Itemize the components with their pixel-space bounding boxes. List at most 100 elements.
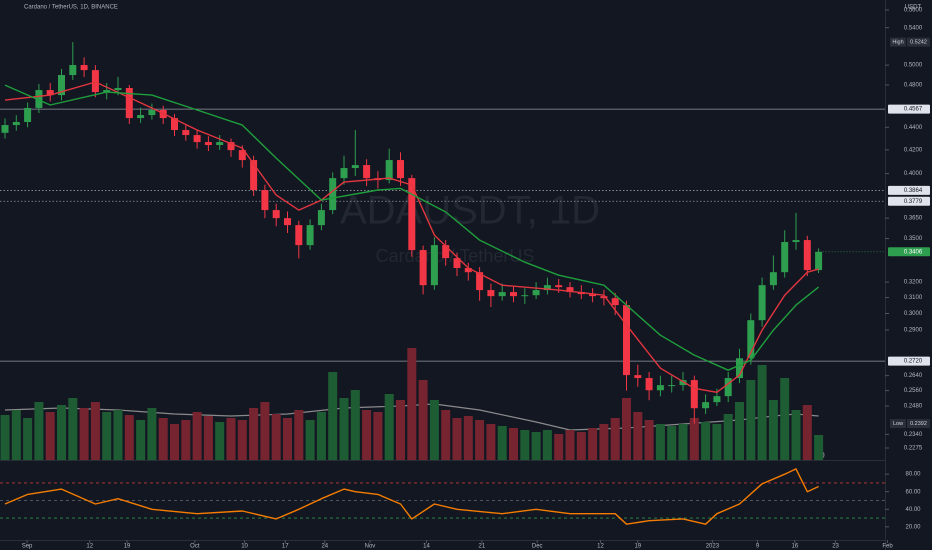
candle-body (171, 118, 178, 131)
marker-name: Low (893, 421, 903, 427)
volume-bar (655, 424, 665, 460)
candle-body (611, 298, 619, 306)
rsi-y-tick-label: 40.00 (905, 507, 921, 513)
candle-body (295, 225, 303, 246)
x-tick-label: 17 (282, 544, 289, 550)
watermark-symbol: ADAUSDT, 1D (340, 189, 600, 233)
candle-body (634, 375, 642, 379)
marker-name: High (892, 40, 903, 46)
candle-body (521, 295, 529, 297)
y-tick-label: 0.2275 (904, 446, 923, 452)
volume-bar (384, 394, 394, 460)
currency-label: USDT (905, 5, 922, 11)
x-tick-label: Dec (532, 544, 543, 550)
level-tag (888, 104, 930, 114)
candle-body (24, 107, 32, 122)
candle-body (250, 160, 258, 191)
candle-body (543, 285, 551, 291)
volume-bar (260, 402, 270, 460)
x-tick-label: 24 (321, 544, 328, 550)
candle-body (137, 115, 145, 119)
y-tick-label: 0.5400 (904, 25, 923, 31)
volume-bar (373, 412, 383, 460)
x-tick-label: 12 (597, 544, 604, 550)
volume-bar (735, 402, 744, 460)
x-tick-label: 14 (423, 544, 430, 550)
last-price-tag (888, 247, 930, 257)
candle-body (430, 245, 438, 286)
candle-body (408, 178, 416, 251)
volume-bar (362, 410, 372, 460)
volume-bar (475, 420, 485, 460)
volume-bar (531, 432, 541, 460)
candle-body (419, 250, 427, 286)
volume-bar (136, 420, 146, 460)
volume-bar (294, 410, 304, 460)
marker-name-tag (890, 419, 906, 429)
candle-body (306, 225, 314, 246)
x-tick-label: 10 (241, 544, 248, 550)
candle-body (589, 294, 597, 297)
candle-body (510, 292, 517, 297)
volume-bar (452, 418, 462, 460)
y-tick-label: 0.5000 (904, 63, 923, 69)
volume-bar (124, 415, 134, 460)
volume-bar (350, 390, 360, 460)
candle-body (555, 285, 563, 288)
marker-value-tag (907, 419, 930, 429)
candle-body (103, 90, 111, 93)
volume-bar (328, 372, 338, 460)
candle-body (69, 65, 77, 76)
rsi-y-tick-label: 80.00 (905, 472, 921, 478)
volume-bar (226, 418, 236, 460)
volume-bar (520, 430, 530, 460)
level-tag (888, 196, 930, 206)
candle-body (148, 110, 156, 116)
marker-value-tag (907, 37, 930, 47)
candle-body (600, 296, 608, 299)
volume-bar (497, 426, 507, 460)
candle-body (803, 240, 811, 271)
volume-bar (701, 422, 711, 460)
volume-bar (746, 380, 756, 460)
marker-value: 0.2392 (910, 421, 927, 427)
volume-bar (102, 412, 112, 460)
x-tick-label: 16 (792, 544, 799, 550)
volume-bar (554, 434, 564, 460)
back-layer (0, 108, 885, 519)
y-tick-label: 0.4200 (904, 147, 923, 153)
candle-body (272, 210, 280, 219)
y-tick-label: 0.4400 (904, 125, 923, 131)
candle-body (724, 378, 732, 397)
rsi-line (4, 468, 819, 525)
candle-body (58, 75, 65, 96)
candle-body (532, 290, 540, 296)
volume-bar (633, 412, 643, 460)
candle-body (645, 378, 653, 391)
ma-line (4, 81, 819, 393)
candle-body (397, 160, 404, 179)
volume-bar (407, 348, 417, 460)
candle-body (238, 150, 246, 161)
volume-bar (463, 416, 473, 460)
candle-body (736, 358, 743, 379)
volume-bar (802, 405, 812, 460)
volume-bar (542, 430, 552, 460)
volume-bar (237, 420, 247, 460)
volume-bar (610, 418, 620, 460)
volume-bar (418, 380, 428, 460)
volume-bar (576, 432, 586, 460)
candle-body (317, 210, 325, 226)
rsi-y-tick-label: 20.00 (905, 524, 921, 530)
volume-bar (23, 418, 33, 460)
x-tick-label: Nov (365, 544, 376, 550)
candle-body (284, 218, 291, 226)
main-layer (1, 42, 885, 525)
candle-body (476, 272, 484, 291)
volume-bar (644, 420, 654, 460)
candle-body (623, 305, 630, 376)
volume-bar (723, 414, 733, 460)
volume-bar (588, 428, 598, 460)
volume-bar (396, 400, 405, 460)
candle-body (91, 70, 99, 93)
